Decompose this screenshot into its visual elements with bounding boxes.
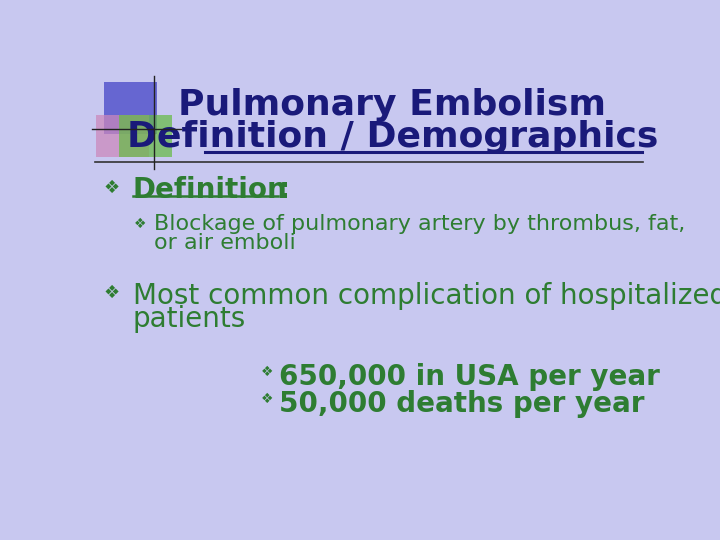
Text: Definition: Definition [132,177,287,205]
Text: ❖: ❖ [104,284,120,302]
Text: patients: patients [132,305,246,333]
Text: :: : [279,177,290,205]
Text: or air emboli: or air emboli [153,233,295,253]
Text: Blockage of pulmonary artery by thrombus, fat,: Blockage of pulmonary artery by thrombus… [153,214,685,234]
Text: Pulmonary Embolism: Pulmonary Embolism [179,88,606,122]
Text: 650,000 in USA per year: 650,000 in USA per year [279,363,660,391]
Text: Definition / Demographics: Definition / Demographics [127,120,658,154]
Text: ❖: ❖ [134,217,147,231]
Bar [104,82,157,134]
Text: Most common complication of hospitalized: Most common complication of hospitalized [132,282,720,310]
Text: ❖: ❖ [261,392,273,406]
Text: 50,000 deaths per year: 50,000 deaths per year [279,390,644,418]
Text: ❖: ❖ [261,365,273,379]
Bar [96,115,149,157]
Bar [120,115,172,157]
Text: ❖: ❖ [104,179,120,197]
